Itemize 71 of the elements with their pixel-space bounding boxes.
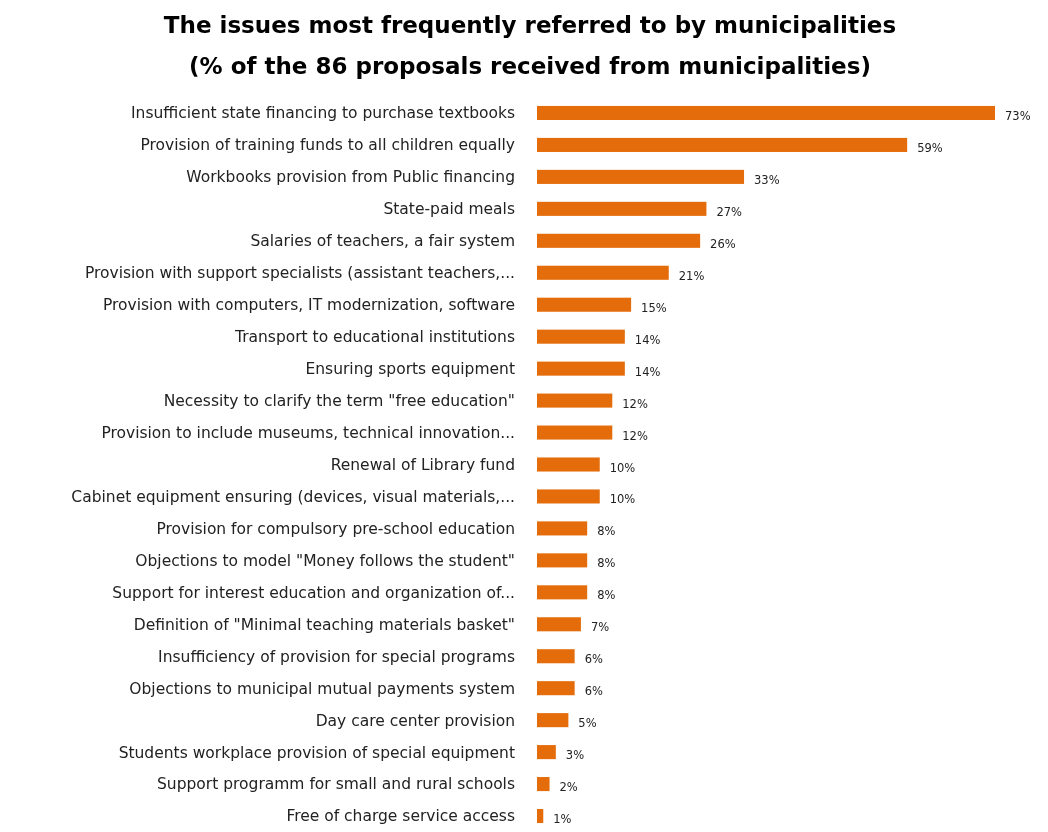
data-label: 21% [678,268,705,283]
data-label: 27% [716,204,743,219]
y-tick-label: Day care center provision [315,711,515,730]
chart-subtitle: (% of the 86 proposals received from municipalities) [189,53,871,79]
data-label: 5% [578,716,597,731]
y-tick-label: Cabinet equipment ensuring (devices, visual materials,... [71,487,515,506]
bar [537,169,745,184]
y-tick-label: State-paid meals [383,200,515,219]
data-label: 12% [622,428,648,443]
bar [537,808,544,824]
data-label: 6% [584,652,603,667]
y-tick-label: Provision with computers, IT modernization, software [102,296,515,315]
y-tick-label: Necessity to clarify the term "free education" [163,392,515,411]
y-tick-label: Students workplace provision of special equipment [118,743,515,762]
data-label: 3% [565,748,585,763]
y-tick-label: Support for interest education and organization of... [112,583,515,602]
bar [537,521,588,536]
y-tick-label: Provision with support specialists (assistant teachers,... [84,264,515,283]
data-label: 73% [1005,109,1031,123]
data-label: 14% [634,332,661,347]
data-label: 14% [634,364,661,379]
y-tick-label: Definition of "Minimal teaching materials basket" [133,615,515,634]
bar [537,713,569,728]
y-tick-label: Provision for compulsory pre-school education [156,519,515,538]
bar [537,265,669,280]
bar [537,201,707,216]
y-tick-label: Objections to model "Money follows the student" [135,551,515,570]
y-tick-label: Workbooks provision from Public financing [186,168,515,187]
data-label: 6% [584,684,603,699]
y-tick-label: Provision of training funds to all children equally [140,136,515,155]
data-label: 15% [641,300,667,315]
y-tick-label: Ensuring sports equipment [305,360,515,379]
bar [537,777,550,792]
bar [537,745,556,760]
data-label: 12% [622,396,648,411]
data-label: 26% [710,236,736,251]
bar [537,617,581,632]
y-tick-label: Insufficient state financing to purchase textbooks [130,104,515,123]
bar [537,489,600,504]
bar [537,649,575,664]
bar [537,361,625,376]
data-label: 1% [553,812,572,827]
data-label: 2% [559,780,578,795]
data-label: 10% [609,460,636,475]
bar [537,681,575,696]
y-tick-label: Insufficiency of provision for special programs [158,647,515,666]
y-tick-label: Transport to educational institutions [233,328,515,347]
data-label: 8% [597,588,616,603]
bar [537,553,588,568]
data-label: 8% [597,556,616,571]
bar [537,425,613,440]
bar [537,233,701,248]
bar [537,393,613,408]
chart-title: The issues most frequently referred to by municipalities [163,12,897,38]
bar [537,297,632,312]
bar [537,457,600,472]
y-tick-label: Support programm for small and rural schools [157,775,515,794]
data-label: 7% [590,620,610,635]
y-tick-label: Salaries of teachers, a fair system [250,232,515,251]
data-label: 10% [609,492,636,507]
data-label: 8% [597,524,616,539]
data-label: 33% [754,172,780,187]
y-tick-label: Objections to municipal mutual payments system [129,679,515,698]
y-tick-label: Provision to include museums, technical innovation... [101,423,515,442]
bar [537,585,588,600]
y-tick-label: Free of charge service access [286,807,515,826]
bar [537,137,908,152]
data-label: 59% [917,140,943,155]
bar [537,105,995,121]
bar [537,329,625,344]
y-tick-label: Renewal of Library fund [330,455,515,474]
